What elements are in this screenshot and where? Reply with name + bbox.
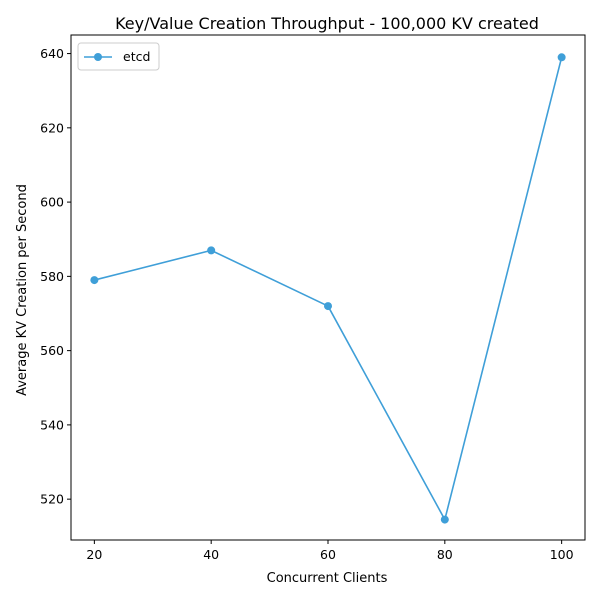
- y-axis: 520 540 560 580 600 620 640: [40, 46, 71, 507]
- y-tick-label: 540: [40, 417, 64, 432]
- y-axis-label: Average KV Creation per Second: [15, 184, 30, 396]
- x-tick-label: 20: [86, 547, 102, 562]
- x-axis: 20 40 60 80 100: [86, 540, 574, 562]
- legend-label: etcd: [123, 49, 150, 64]
- y-tick-label: 560: [40, 343, 64, 358]
- legend-point-marker: [94, 53, 102, 61]
- x-tick-label: 100: [550, 547, 574, 562]
- legend-frame: [77, 42, 160, 71]
- legend: etcd: [77, 42, 160, 71]
- y-tick-label: 620: [40, 120, 64, 135]
- data-point: [557, 53, 566, 62]
- y-tick-label: 600: [40, 195, 64, 210]
- data-point: [440, 515, 449, 524]
- plot-area: [70, 34, 586, 541]
- data-point: [324, 302, 332, 311]
- x-tick-label: 40: [203, 547, 219, 562]
- y-tick-label: 580: [40, 269, 64, 284]
- y-tick-label: 640: [40, 46, 64, 61]
- data-point: [90, 276, 99, 285]
- series-line-etcd: [94, 57, 563, 521]
- chart-title: Key/Value Creation Throughput - 100,000 …: [115, 14, 539, 33]
- y-tick-label: 520: [40, 492, 64, 507]
- series-group: [90, 53, 566, 524]
- x-axis-label: Concurrent Clients: [267, 571, 388, 586]
- x-tick-label: 60: [320, 547, 336, 562]
- x-tick-label: 80: [437, 547, 453, 562]
- data-point: [207, 246, 216, 255]
